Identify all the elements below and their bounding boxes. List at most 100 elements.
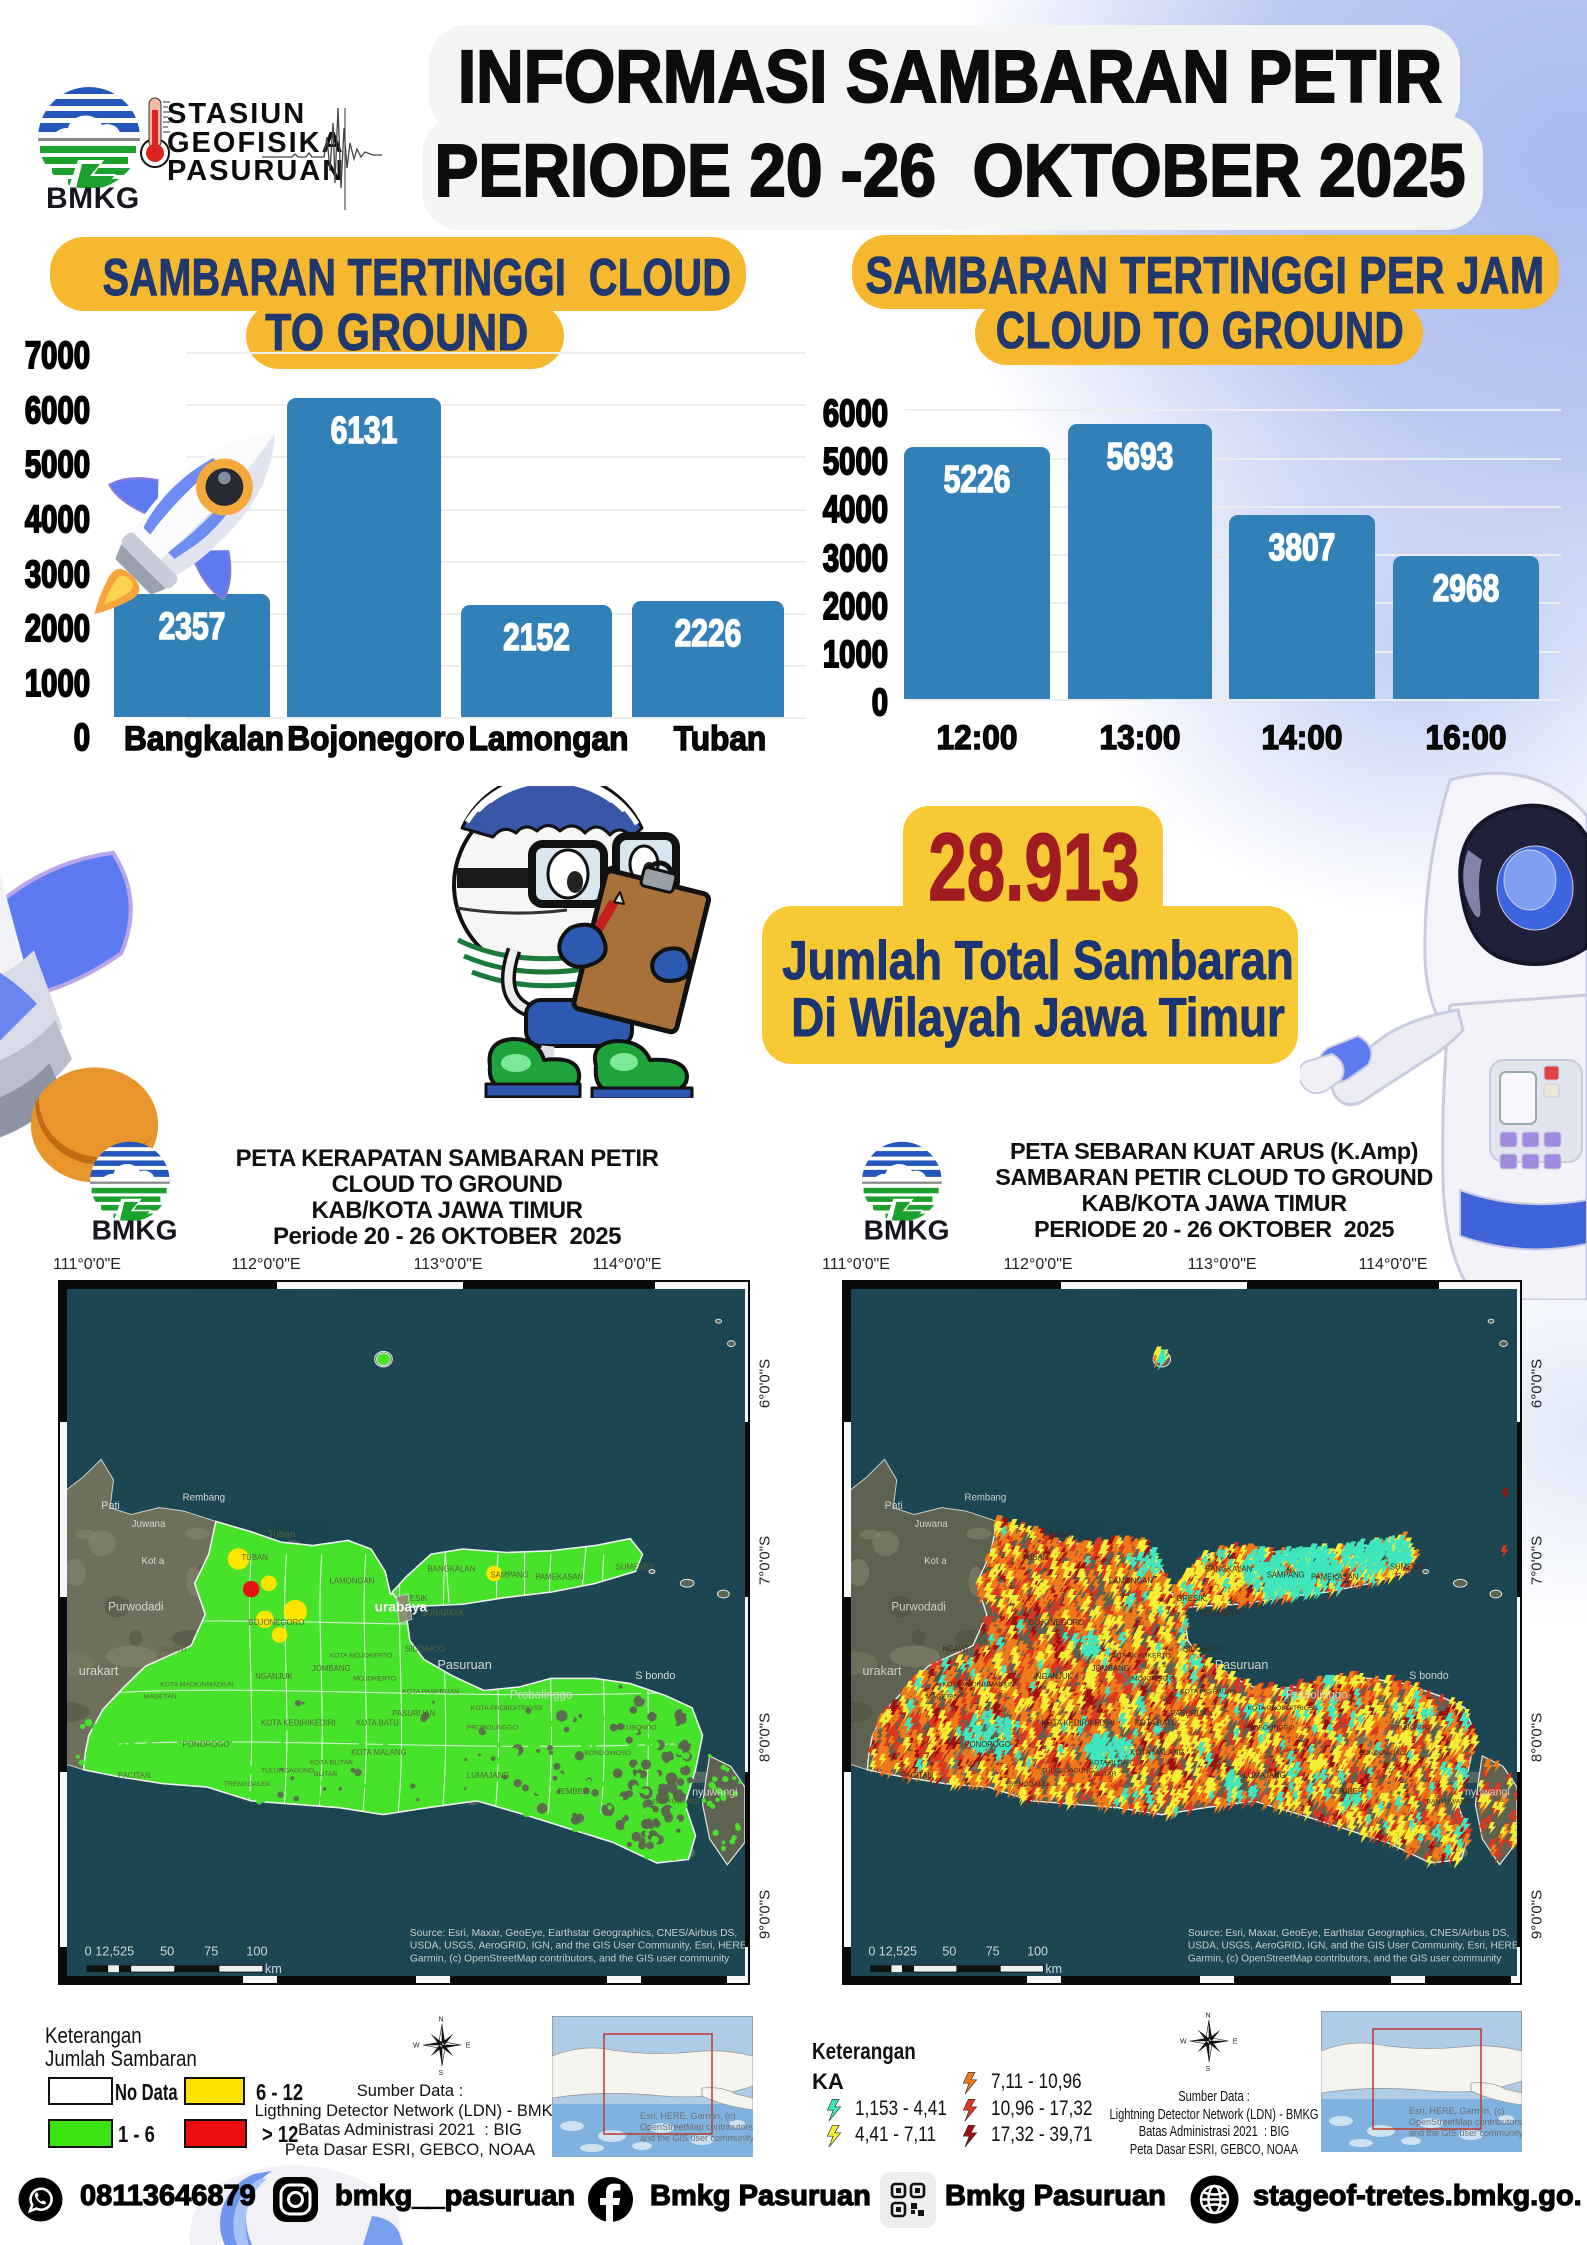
svg-text:Tuban: Tuban: [268, 1530, 295, 1541]
svg-text:S: S: [438, 2070, 443, 2077]
svg-text:PACITAN: PACITAN: [118, 1771, 151, 1780]
svg-text:BANYUWANGI: BANYUWANGI: [653, 1799, 700, 1806]
svg-text:LUMAJANG: LUMAJANG: [467, 1771, 510, 1780]
svg-text:PONOROGO: PONOROGO: [183, 1740, 230, 1749]
svg-text:0 12,525: 0 12,525: [868, 1944, 917, 1958]
svg-text:BONDOWOSO: BONDOWOSO: [1359, 1750, 1405, 1757]
svg-text:Rembang: Rembang: [965, 1492, 1007, 1503]
svg-text:Purwodadi: Purwodadi: [891, 1601, 946, 1614]
svg-text:LAMONGAN: LAMONGAN: [330, 1576, 375, 1585]
svg-text:Garmin, (c) OpenStreetMap cont: Garmin, (c) OpenStreetMap contributors, …: [1188, 1953, 1502, 1964]
svg-text:PACITAN: PACITAN: [901, 1771, 933, 1780]
svg-text:urabaya: urabaya: [375, 1600, 428, 1615]
svg-text:KOTA KEDIRIKEDIRI: KOTA KEDIRIKEDIRI: [261, 1719, 336, 1728]
svg-text:SITUBONDO: SITUBONDO: [616, 1724, 657, 1731]
svg-text:Probolinggo: Probolinggo: [1286, 1688, 1348, 1701]
svg-text:BANGKALAN: BANGKALAN: [428, 1565, 476, 1574]
svg-text:BLITAR: BLITAR: [1094, 1771, 1117, 1778]
svg-text:W: W: [413, 2043, 420, 2050]
svg-text:Pati: Pati: [885, 1500, 903, 1512]
svg-text:KOTA BATU: KOTA BATU: [1135, 1719, 1177, 1728]
svg-text:NGANJUK: NGANJUK: [1036, 1672, 1074, 1681]
svg-text:KOTA BLITAR: KOTA BLITAR: [1090, 1760, 1132, 1767]
svg-text:100: 100: [246, 1945, 267, 1959]
svg-text:Garmin, (c) OpenStreetMap cont: Garmin, (c) OpenStreetMap contributors, …: [410, 1953, 730, 1964]
svg-text:BOJONEGORO: BOJONEGORO: [1029, 1618, 1084, 1627]
svg-text:W: W: [1180, 2039, 1187, 2046]
svg-text:SIDOARJO: SIDOARJO: [405, 1645, 445, 1654]
svg-text:LAMONGAN: LAMONGAN: [1109, 1576, 1153, 1585]
svg-text:SITUBONDO: SITUBONDO: [1390, 1724, 1430, 1731]
svg-text:KOTA MALANG: KOTA MALANG: [351, 1748, 406, 1757]
svg-text:NGAWI: NGAWI: [942, 1644, 968, 1653]
svg-text:N: N: [1205, 2012, 1210, 2019]
svg-text:Source: Esri, Maxar, GeoEye, E: Source: Esri, Maxar, GeoEye, Earthstar G…: [410, 1928, 737, 1939]
svg-text:SURABAYA: SURABAYA: [1199, 1608, 1241, 1617]
svg-text:75: 75: [986, 1944, 1000, 1958]
svg-text:km: km: [1045, 1962, 1062, 1976]
svg-text:JOMBANG: JOMBANG: [1092, 1664, 1130, 1673]
svg-text:MOJOKERTO: MOJOKERTO: [353, 1676, 396, 1683]
svg-text:USDA, USGS, AeroGRID, IGN, and: USDA, USGS, AeroGRID, IGN, and the GIS U…: [1188, 1941, 1517, 1952]
svg-text:KOTA MOJOKERTO: KOTA MOJOKERTO: [330, 1652, 393, 1659]
svg-text:urakart: urakart: [863, 1664, 902, 1678]
svg-text:GRESIK: GRESIK: [398, 1594, 428, 1603]
svg-text:MAGETAN: MAGETAN: [926, 1693, 959, 1700]
svg-text:50: 50: [942, 1944, 956, 1958]
svg-text:Probolinggo: Probolinggo: [510, 1688, 573, 1701]
svg-text:75: 75: [204, 1945, 218, 1959]
svg-text:and the GIS user community: and the GIS user community: [640, 2133, 753, 2143]
svg-text:MAGETAN: MAGETAN: [143, 1693, 176, 1700]
svg-text:KOTA PROBOITRIGSS: KOTA PROBOITRIGSS: [471, 1705, 543, 1712]
svg-text:PAMEKASAN: PAMEKASAN: [1311, 1572, 1358, 1581]
svg-text:TULUNGAGUNG: TULUNGAGUNG: [1042, 1767, 1094, 1774]
svg-text:Rembang: Rembang: [183, 1492, 225, 1503]
svg-text:KOTA BLITAR: KOTA BLITAR: [310, 1760, 353, 1767]
svg-text:SAMPANG: SAMPANG: [1267, 1570, 1305, 1579]
svg-text:SUMENEP: SUMENEP: [616, 1563, 655, 1572]
svg-text:Tuban: Tuban: [1048, 1529, 1075, 1540]
svg-text:Esri, HERE, Garmin, (c): Esri, HERE, Garmin, (c): [640, 2111, 736, 2121]
svg-text:SUMENEP: SUMENEP: [1390, 1563, 1428, 1572]
svg-text:km: km: [265, 1962, 282, 1976]
svg-text:S bondo: S bondo: [1409, 1670, 1448, 1682]
svg-text:KOTA MOJOKERTO: KOTA MOJOKERTO: [1109, 1652, 1171, 1659]
svg-text:Pati: Pati: [101, 1500, 120, 1512]
svg-text:JEMBER: JEMBER: [557, 1787, 589, 1796]
svg-text:GRESIK: GRESIK: [1176, 1594, 1206, 1603]
svg-text:BMKG: BMKG: [92, 1214, 176, 1244]
svg-text:KOTA KEDIRIKEDIRI: KOTA KEDIRIKEDIRI: [1042, 1719, 1115, 1728]
svg-text:nyuwangi: nyuwangi: [1465, 1787, 1510, 1799]
svg-text:Purwodadi: Purwodadi: [108, 1601, 164, 1614]
svg-text:KOTA MADIUNMADIUN: KOTA MADIUNMADIUN: [160, 1682, 234, 1689]
svg-text:TUBAN: TUBAN: [1022, 1553, 1048, 1562]
svg-text:KOTA PASPRUAN: KOTA PASPRUAN: [402, 1688, 459, 1695]
svg-text:SIDOARJO: SIDOARJO: [1183, 1644, 1222, 1653]
svg-text:Source: Esri, Maxar, GeoEye, E: Source: Esri, Maxar, GeoEye, Earthstar G…: [1188, 1928, 1509, 1939]
svg-text:PAMEKASAN: PAMEKASAN: [535, 1572, 583, 1581]
svg-text:E: E: [1233, 2039, 1238, 2046]
svg-text:MOJOKERTO: MOJOKERTO: [1132, 1676, 1174, 1683]
svg-text:NGAWI: NGAWI: [160, 1645, 186, 1654]
svg-text:OpenStreetMap contributors,: OpenStreetMap contributors,: [640, 2122, 753, 2132]
svg-text:Esri, HERE, Garmin, (c): Esri, HERE, Garmin, (c): [1409, 2106, 1505, 2116]
svg-text:KOTA MADIUNMADIUN: KOTA MADIUNMADIUN: [942, 1682, 1014, 1689]
svg-text:PROBOLINGGO: PROBOLINGGO: [467, 1724, 518, 1731]
svg-text:urakart: urakart: [79, 1664, 119, 1678]
svg-text:PROBOLINGGO: PROBOLINGGO: [1244, 1724, 1294, 1731]
svg-text:SURABAYA: SURABAYA: [422, 1608, 464, 1617]
svg-text:OpenStreetMap contributors,: OpenStreetMap contributors,: [1409, 2117, 1522, 2127]
svg-text:and the GIS user community: and the GIS user community: [1409, 2128, 1522, 2138]
svg-text:NGANJUK: NGANJUK: [255, 1672, 293, 1681]
svg-text:BOJONEGORO: BOJONEGORO: [248, 1618, 304, 1627]
svg-text:BMKG: BMKG: [46, 182, 140, 215]
svg-text:BLITAR: BLITAR: [314, 1771, 338, 1778]
svg-text:50: 50: [160, 1945, 174, 1959]
svg-text:TRENGGALEK: TRENGGALEK: [224, 1781, 271, 1788]
svg-text:BMKG: BMKG: [864, 1214, 948, 1244]
svg-text:S: S: [1205, 2066, 1210, 2073]
svg-text:BANYUWANGI: BANYUWANGI: [1427, 1798, 1473, 1805]
svg-text:TUBAN: TUBAN: [241, 1553, 268, 1562]
svg-text:KOTA MALANG: KOTA MALANG: [1130, 1748, 1185, 1757]
svg-text:N: N: [438, 2016, 443, 2023]
